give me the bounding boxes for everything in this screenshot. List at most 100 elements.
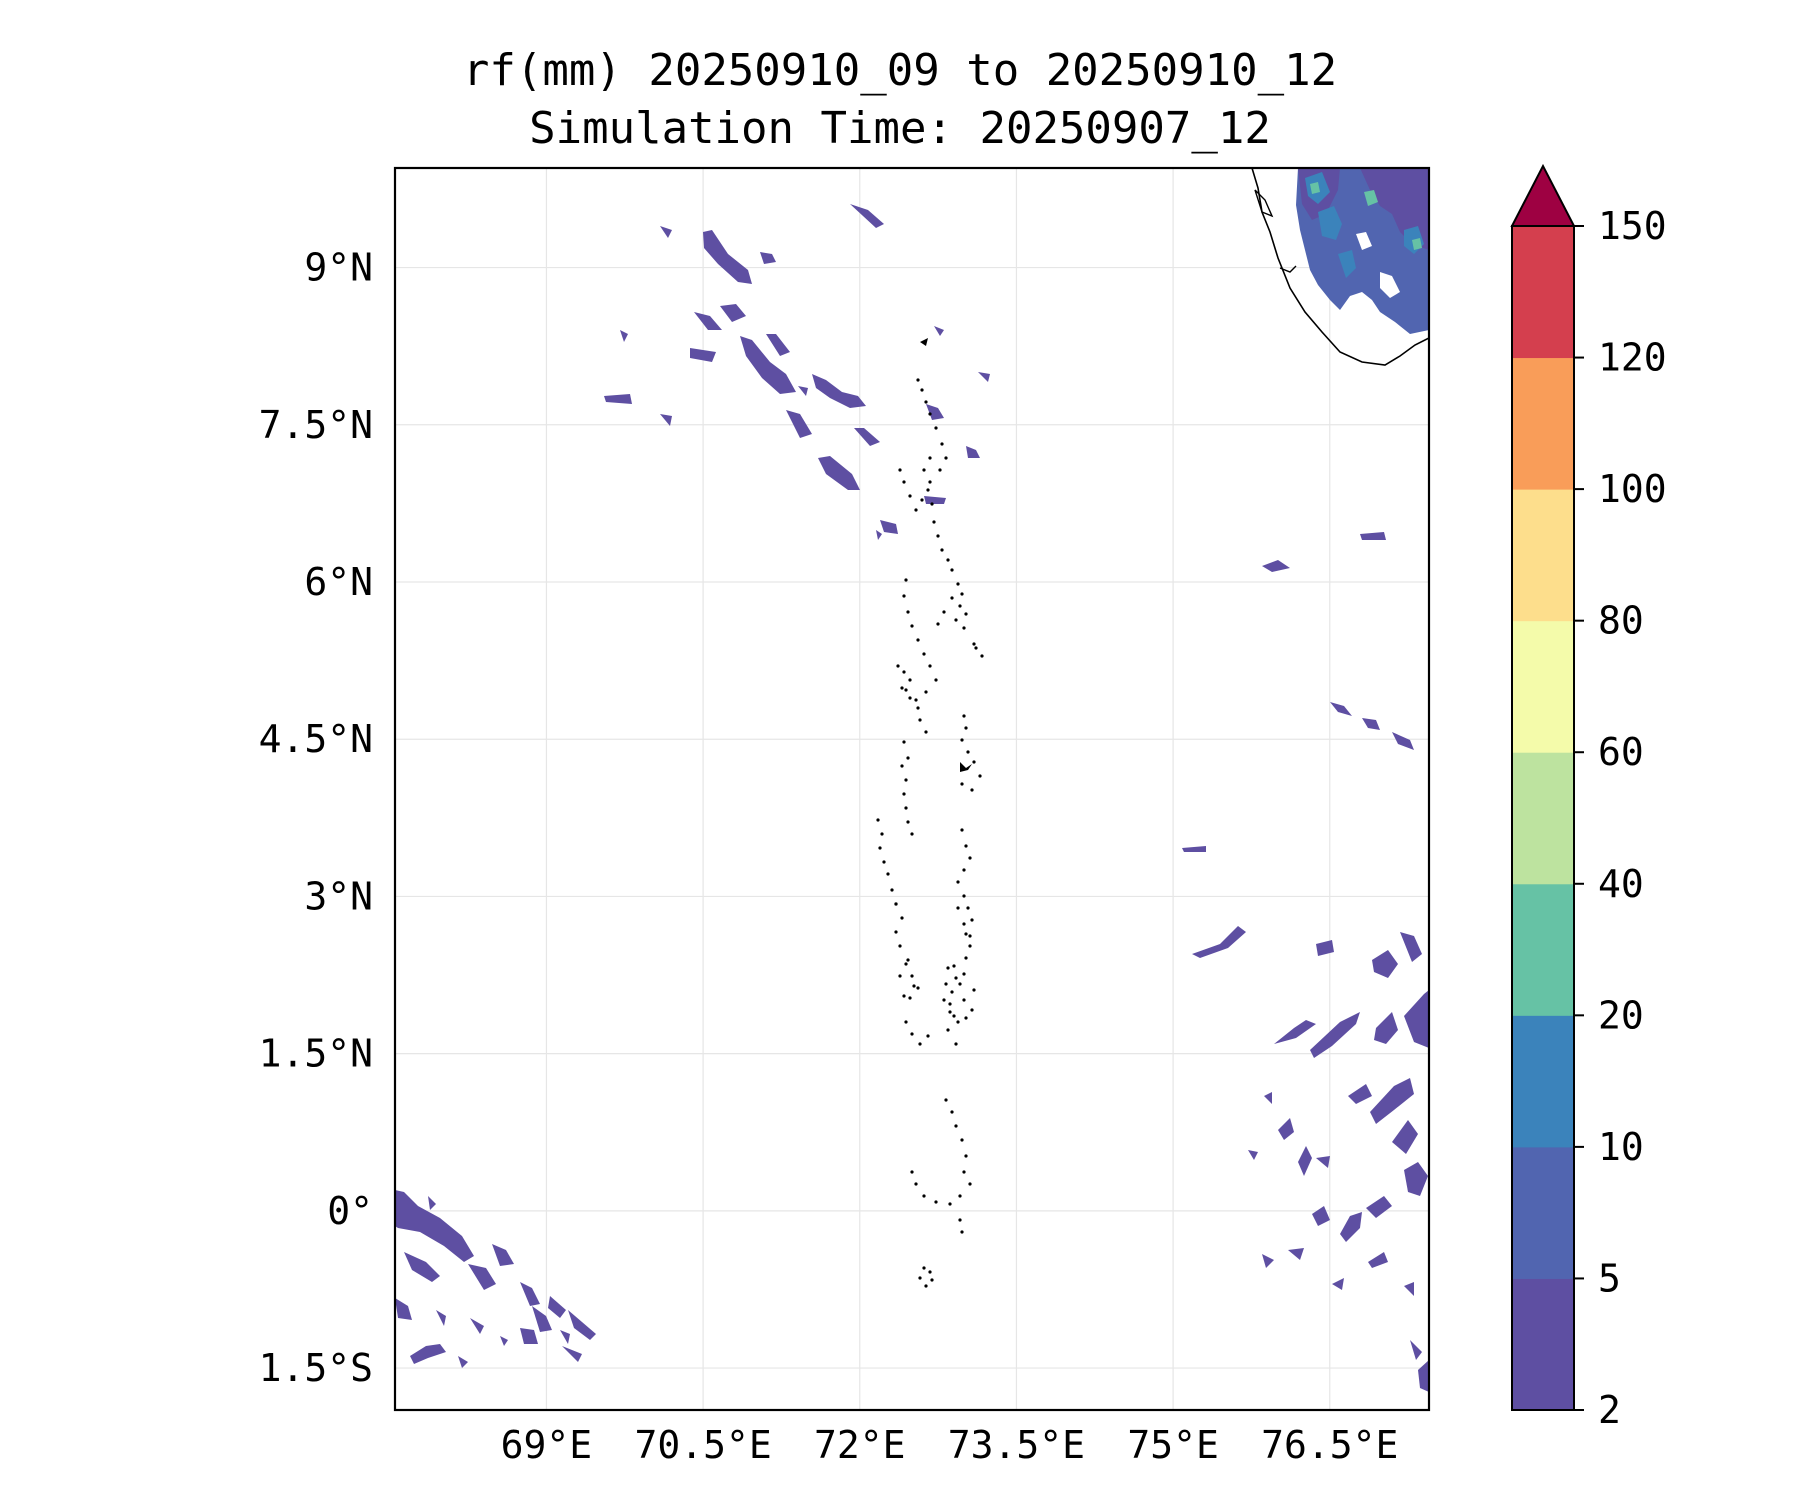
island-dot	[968, 856, 972, 860]
island-dot	[942, 610, 946, 614]
island-dot	[932, 520, 936, 524]
colorbar-segment	[1512, 1278, 1574, 1411]
island-dot	[964, 956, 968, 960]
rain-cell	[395, 1298, 412, 1320]
rain-cell	[966, 446, 980, 458]
island-dot	[924, 690, 928, 694]
colorbar-frame	[1511, 225, 1575, 1411]
island-dot	[964, 726, 968, 730]
rain-cluster-india	[1296, 168, 1429, 334]
island-dot	[964, 844, 968, 848]
island-dot	[922, 652, 926, 656]
island-dot	[908, 696, 912, 700]
rain-cell	[760, 252, 776, 264]
island-dot	[900, 686, 904, 690]
island-dot	[968, 944, 972, 948]
title-line-1: rf(mm) 20250910_09 to 20250910_12	[462, 45, 1338, 96]
rain-cell	[1318, 206, 1342, 240]
rain-field	[395, 168, 1429, 1392]
lon-tick-label: 76.5°E	[1261, 1423, 1398, 1467]
rain-cell	[436, 1310, 446, 1326]
island-dot	[904, 1020, 908, 1024]
rain-cell	[978, 372, 990, 382]
island-dot	[910, 974, 914, 978]
colorbar-tick-label: 80	[1598, 599, 1644, 643]
rain-cell	[1274, 1020, 1316, 1044]
island-dot	[928, 1270, 932, 1274]
rain-cell	[1192, 926, 1246, 958]
island-dot	[906, 610, 910, 614]
island-dot	[916, 638, 920, 642]
rain-cell	[786, 410, 812, 438]
rain-cell	[1278, 1118, 1294, 1140]
rain-cell	[660, 226, 672, 238]
colorbar-tick-label: 100	[1598, 467, 1667, 511]
rain-cell	[1410, 1340, 1422, 1360]
rain-cell	[818, 456, 860, 490]
island-dot	[948, 1202, 952, 1206]
colorbar: 2 5 10 20 40 60 80 100 120 150	[1510, 163, 1667, 1432]
rain-cell	[1356, 232, 1372, 250]
rain-cell	[1364, 190, 1378, 206]
rain-cell	[1248, 1150, 1258, 1160]
rain-cell	[1400, 932, 1422, 962]
colorbar-segment	[1512, 752, 1574, 885]
island-dot	[910, 1170, 914, 1174]
rain-cell	[798, 386, 808, 396]
island-dot	[948, 1010, 952, 1014]
island-dot	[950, 596, 954, 600]
island-dot	[922, 1194, 926, 1198]
island-dot	[930, 502, 934, 506]
rain-cell	[395, 1190, 474, 1262]
island-dot	[908, 996, 912, 1000]
island-dot	[916, 378, 920, 382]
rain-cell	[1340, 1212, 1362, 1242]
island-dot	[956, 906, 960, 910]
rain-cell	[1366, 1196, 1392, 1218]
island-dot	[900, 916, 904, 920]
island-dot	[928, 480, 932, 484]
island-dot	[968, 1182, 972, 1186]
island-dot	[882, 860, 886, 864]
lat-tick-label: 1.5°N	[259, 1032, 373, 1076]
island-dot	[964, 932, 968, 936]
island-dot	[916, 706, 920, 710]
coastline-inlet	[1254, 189, 1274, 218]
rain-cell	[1316, 940, 1334, 956]
rain-cell	[1182, 846, 1206, 852]
island-dot	[908, 494, 912, 498]
colorbar-segment	[1512, 226, 1574, 359]
longitude-axis: 69°E 70.5°E 72°E 73.5°E 75°E 76.5°E	[501, 1423, 1399, 1467]
lon-tick-label: 75°E	[1127, 1423, 1219, 1467]
rain-cell	[876, 530, 882, 540]
island-dot	[886, 872, 890, 876]
island-dot	[896, 664, 900, 668]
island-dot	[930, 1278, 934, 1282]
island-dot	[962, 626, 966, 630]
rain-cell	[1392, 1120, 1418, 1154]
island-dot	[980, 654, 984, 658]
rain-cell	[1298, 1146, 1312, 1176]
lat-tick-label: 4.5°N	[259, 717, 373, 761]
island-dot	[946, 558, 950, 562]
colorbar-tick-label: 120	[1598, 336, 1667, 380]
rain-cell	[1262, 560, 1290, 572]
lon-tick-label: 70.5°E	[634, 1423, 771, 1467]
island-dot	[960, 1138, 964, 1142]
island-dot	[912, 984, 916, 988]
island-dot	[890, 888, 894, 892]
colorbar-tick-label: 10	[1598, 1125, 1644, 1169]
island-dot	[928, 456, 932, 460]
island-dot	[910, 1032, 914, 1036]
rain-cell	[428, 1196, 436, 1210]
island-dot	[922, 1266, 926, 1270]
island-dot	[962, 714, 966, 718]
island-dot	[910, 624, 914, 628]
lat-tick-label: 0°	[327, 1189, 373, 1233]
rain-cell	[1380, 272, 1400, 298]
rain-cell	[562, 1346, 582, 1362]
island-dot	[922, 468, 926, 472]
island-dot	[894, 930, 898, 934]
rain-cell	[1332, 1278, 1344, 1290]
island-dot	[904, 688, 908, 692]
